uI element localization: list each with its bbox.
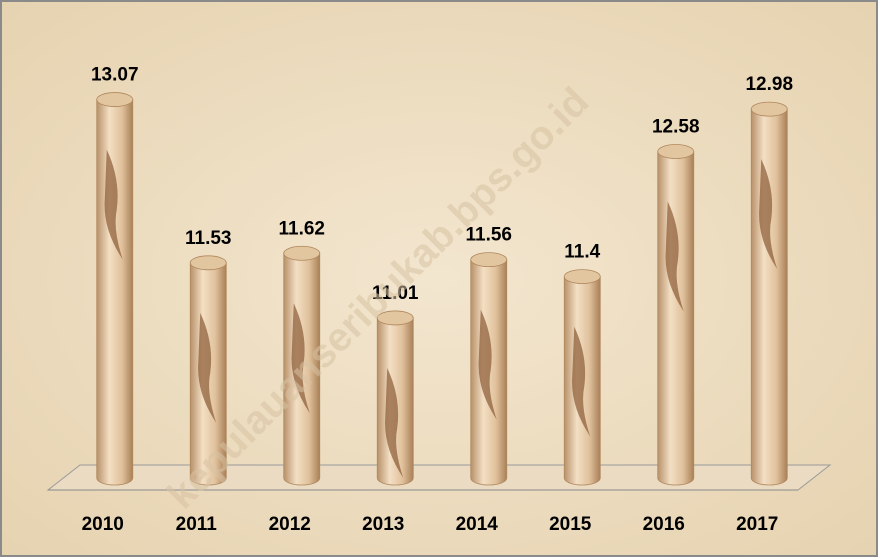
x-tick-label: 2016 (643, 514, 685, 535)
x-tick-label: 2011 (176, 514, 218, 535)
bar (471, 253, 507, 485)
x-tick-label: 2014 (456, 514, 499, 535)
cylinder-top (751, 102, 787, 116)
x-tick-label: 2015 (549, 514, 592, 535)
cylinder-top (564, 270, 600, 284)
cylinder-body (658, 152, 694, 485)
data-label: 13.07 (91, 65, 139, 86)
bar (97, 93, 133, 485)
cylinder-body (97, 100, 133, 485)
data-label: 11.4 (564, 242, 600, 263)
bar (751, 102, 787, 485)
cylinder-top (658, 145, 694, 159)
data-label: 12.58 (652, 117, 700, 138)
cylinder-top (284, 246, 320, 260)
chart: 13.07201011.53201111.62201211.01201311.5… (0, 0, 878, 557)
x-tick-label: 2017 (736, 514, 778, 535)
data-label: 11.53 (185, 228, 232, 249)
cylinder-top (97, 93, 133, 107)
cylinder-top (190, 256, 226, 270)
cylinder-body (751, 109, 787, 485)
cylinder-top (471, 253, 507, 267)
bar (377, 311, 413, 485)
x-tick-label: 2010 (82, 514, 124, 535)
x-tick-label: 2013 (362, 514, 404, 535)
bar (658, 145, 694, 485)
data-label: 12.98 (745, 74, 793, 95)
bar (564, 270, 600, 485)
x-tick-label: 2012 (269, 514, 311, 535)
data-label: 11.62 (279, 218, 326, 239)
